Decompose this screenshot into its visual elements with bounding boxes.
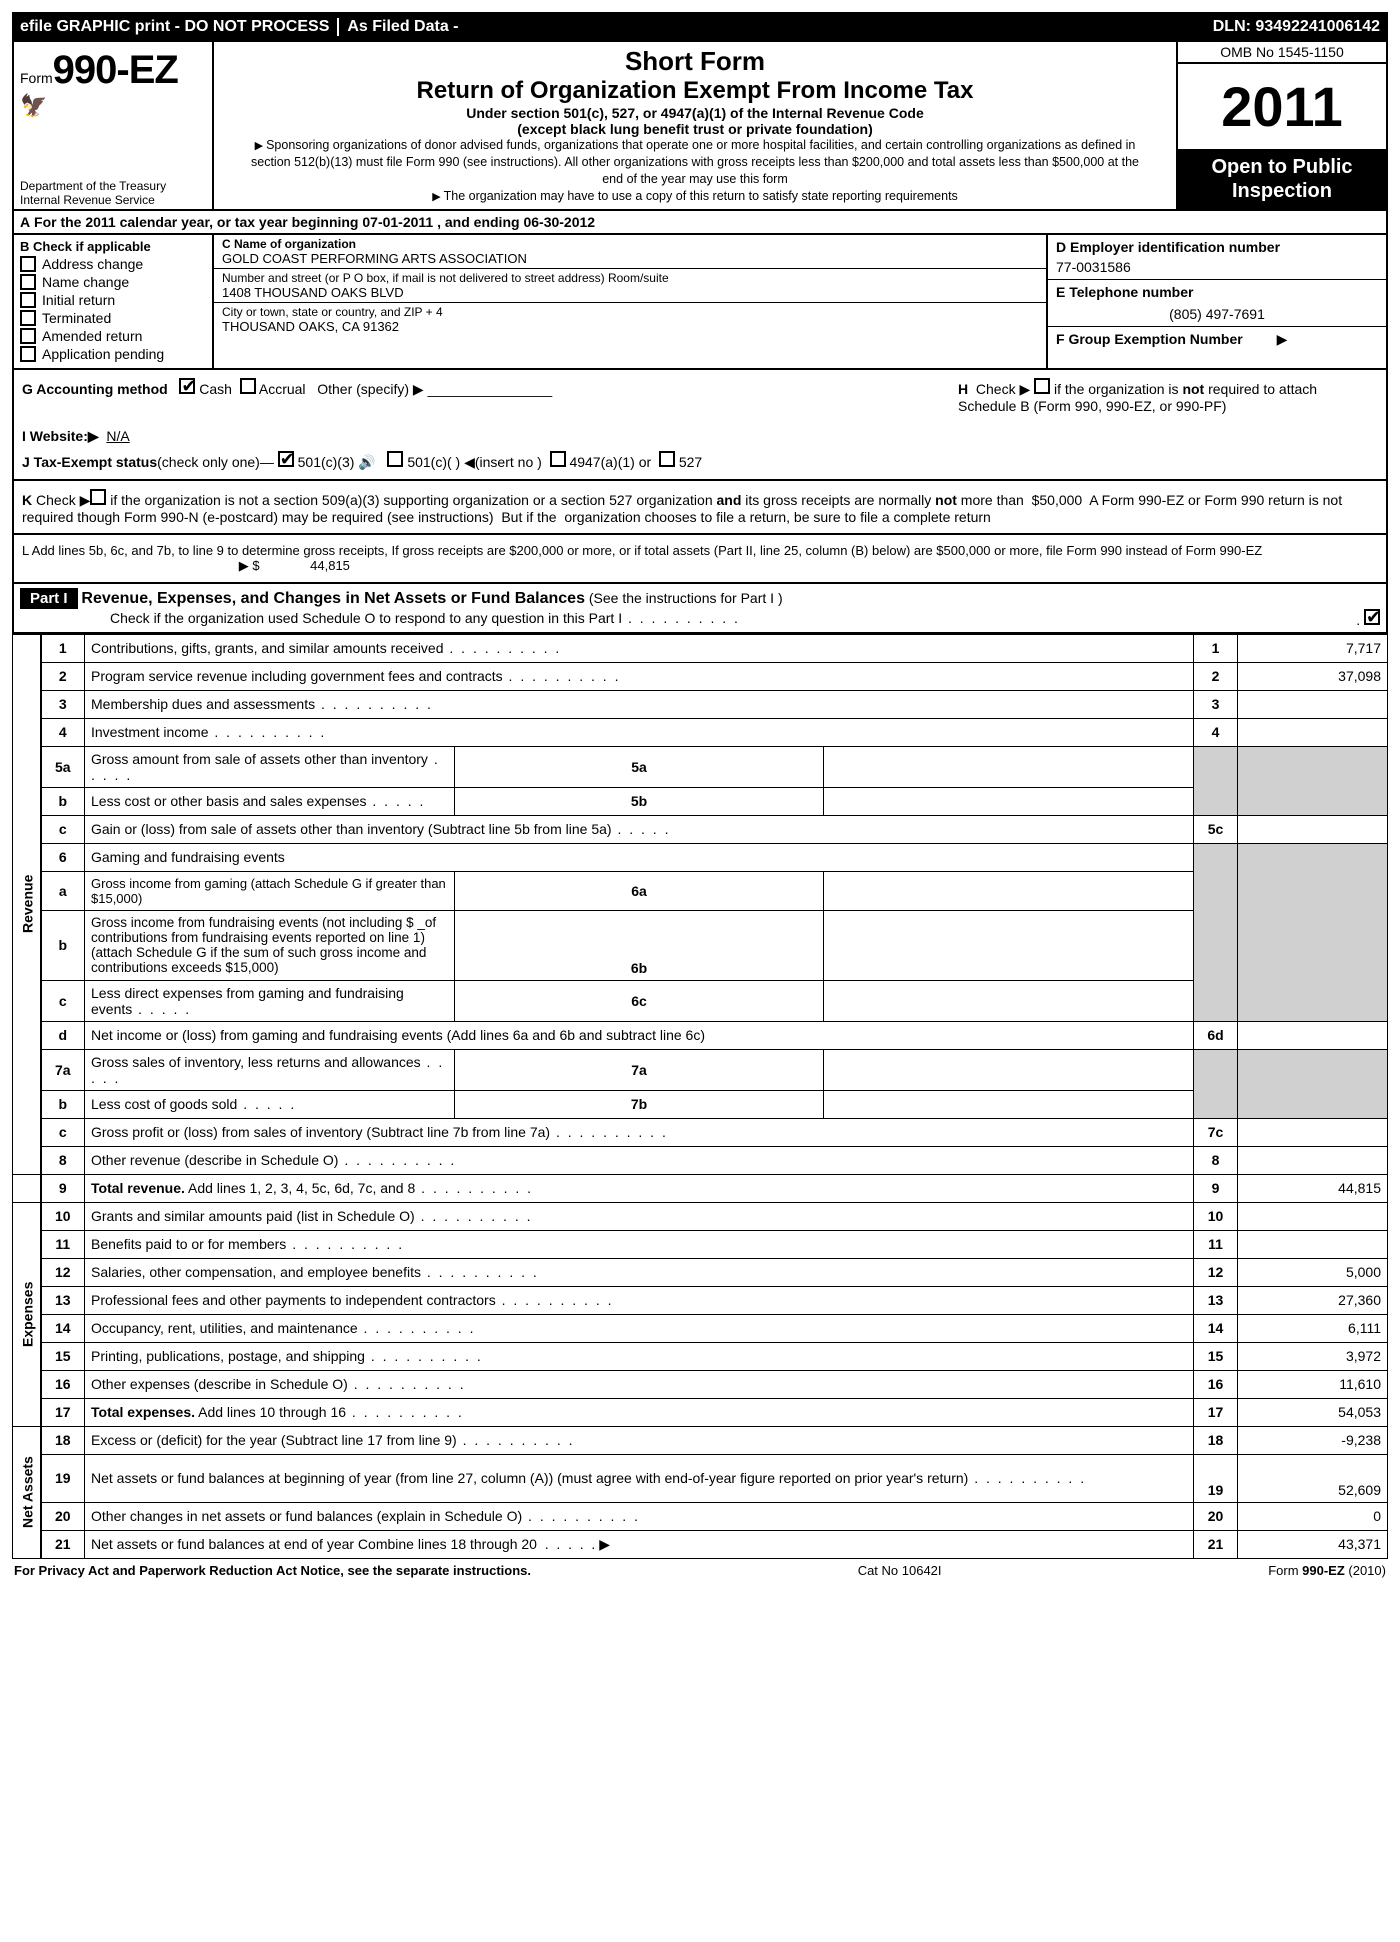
privacy-notice: For Privacy Act and Paperwork Reduction … [14,1563,531,1578]
omb-number: OMB No 1545-1150 [1178,42,1386,64]
j-status: J Tax-Exempt status(check only one)— 501… [22,451,1378,471]
right-header-box: OMB No 1545-1150 2011 Open to Public Ins… [1176,42,1386,209]
form-page: efile GRAPHIC print - DO NOT PROCESS As … [0,0,1400,1594]
f-label: F Group Exemption Number [1056,331,1243,347]
tax-year: 2011 [1178,64,1386,149]
l-note: L Add lines 5b, 6c, and 7b, to line 9 to… [12,535,1388,584]
check-part1-scho[interactable] [1364,609,1380,625]
check-initial-return[interactable] [20,292,36,308]
copy-note: The organization may have to use a copy … [222,188,1168,205]
open-public: Open to Public Inspection [1178,149,1386,209]
side-net-assets: Net Assets [13,1426,41,1558]
return-title: Return of Organization Exempt From Incom… [222,77,1168,105]
cat-no: Cat No 10642I [858,1563,942,1578]
f-arrow: ▶ [1277,331,1288,347]
c-city-label: City or town, state or country, and ZIP … [222,305,1038,319]
line-1-amt: 7,717 [1238,634,1388,662]
efile-label: efile GRAPHIC print - DO NOT PROCESS [12,18,337,36]
part1-title: Revenue, Expenses, and Changes in Net As… [81,590,585,607]
sponsoring-note: Sponsoring organizations of donor advise… [222,137,1168,188]
dln: DLN: 93492241006142 [1205,18,1388,36]
under-section: Under section 501(c), 527, or 4947(a)(1)… [222,105,1168,121]
side-expenses: Expenses [13,1202,41,1426]
except-note: (except black lung benefit trust or priv… [222,121,1168,137]
irs-eagle-icon: 🦅 [20,93,206,119]
check-cash[interactable] [179,378,195,394]
entity-info-block: B Check if applicable Address change Nam… [12,235,1388,370]
check-terminated[interactable] [20,310,36,326]
part1-label: Part I [20,588,78,609]
part1-sub: (See the instructions for Part I ) [589,590,783,606]
col-b-checks: B Check if applicable Address change Nam… [14,235,214,368]
irs-label: Internal Revenue Service [20,193,206,207]
form-word: Form [20,70,53,86]
check-name-change[interactable] [20,274,36,290]
c-name-label: C Name of organization [222,237,1038,251]
ein: 77-0031586 [1056,255,1378,275]
check-h[interactable] [1034,378,1050,394]
g-accounting: G Accounting method Cash Accrual Other (… [22,378,552,414]
part1-header: Part I Revenue, Expenses, and Changes in… [12,584,1388,634]
e-label: E Telephone number [1056,284,1378,300]
ghij-section: G Accounting method Cash Accrual Other (… [12,370,1388,481]
form-number-box: Form990-EZ 🦅 Department of the Treasury … [14,42,214,209]
d-label: D Employer identification number [1056,239,1378,255]
row-a: A For the 2011 calendar year, or tax yea… [12,211,1388,235]
check-4947[interactable] [550,451,566,467]
check-accrual[interactable] [240,378,256,394]
page-footer: For Privacy Act and Paperwork Reduction … [12,1559,1388,1582]
check-app-pending[interactable] [20,346,36,362]
as-filed-label: As Filed Data - [337,18,1204,36]
col-def: D Employer identification number 77-0031… [1046,235,1386,368]
col-c: C Name of organization GOLD COAST PERFOR… [214,235,1046,368]
check-501c[interactable] [387,451,403,467]
side-revenue: Revenue [13,634,41,1174]
phone: (805) 497-7691 [1056,300,1378,322]
h-note: H Check ▶ if the organization is not req… [958,378,1378,414]
form-number: 990-EZ [53,48,178,92]
line-1-desc: Contributions, gifts, grants, and simila… [85,634,1194,662]
form-title-box: Short Form Return of Organization Exempt… [214,42,1176,209]
org-city: THOUSAND OAKS, CA 91362 [222,319,1038,334]
short-form-label: Short Form [222,46,1168,77]
dept-treasury: Department of the Treasury [20,179,206,193]
check-k[interactable] [90,489,106,505]
form-ref: Form 990-EZ (2010) [1268,1563,1386,1578]
k-note: K Check ▶ if the organization is not a s… [12,481,1388,535]
c-street-label: Number and street (or P O box, if mail i… [222,271,1038,285]
check-527[interactable] [659,451,675,467]
check-501c3[interactable] [278,451,294,467]
org-name: GOLD COAST PERFORMING ARTS ASSOCIATION [222,251,1038,266]
form-header-box: Form990-EZ 🦅 Department of the Treasury … [12,42,1388,211]
i-website: I Website:▶ N/A [22,428,1378,445]
check-address-change[interactable] [20,256,36,272]
b-label: B Check if applicable [20,239,206,254]
org-street: 1408 THOUSAND OAKS BLVD [222,285,1038,300]
header-bar: efile GRAPHIC print - DO NOT PROCESS As … [12,12,1388,42]
part1-table: Revenue 1 Contributions, gifts, grants, … [12,634,1388,1559]
part1-check-text: Check if the organization used Schedule … [110,610,740,626]
check-amended[interactable] [20,328,36,344]
